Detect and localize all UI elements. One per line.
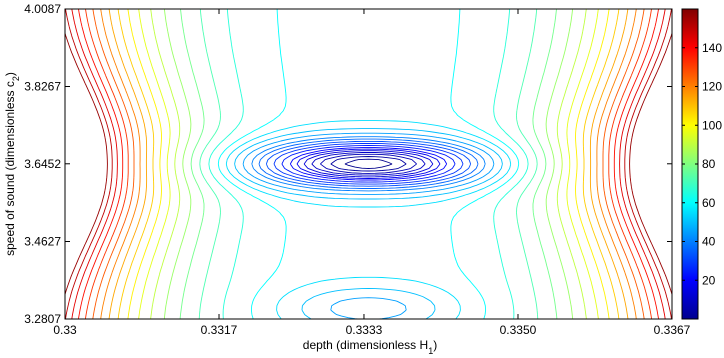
contour-level-11 xyxy=(258,138,479,189)
y-tick-label: 3.8267 xyxy=(24,80,61,94)
contour-level-5 xyxy=(303,150,434,178)
x-tick-label: 0.33 xyxy=(53,323,77,337)
y-tick-label: 3.2807 xyxy=(24,312,61,326)
contour-level-20 xyxy=(163,8,574,320)
x-tick-label: 0.3350 xyxy=(500,323,537,337)
colorbar-tick-label: 100 xyxy=(702,118,722,132)
colorbar-tick-label: 40 xyxy=(702,235,716,249)
contour-level-22 xyxy=(138,8,599,320)
x-tick-label: 0.3333 xyxy=(346,323,383,337)
plot-background xyxy=(65,9,672,319)
x-tick-label: 0.3367 xyxy=(654,323,691,337)
contour-level-10 xyxy=(265,140,472,187)
contour-level-3 xyxy=(320,153,417,174)
contour-level-9 xyxy=(273,143,464,185)
x-axis-label: depth (dimensionless H1) xyxy=(303,338,437,356)
contour-level-6 xyxy=(296,148,441,179)
colorbar-axis: 20 40 60 80 100 120 140 xyxy=(682,41,722,287)
contour-level-7 xyxy=(289,147,448,181)
contour-level-30 xyxy=(71,8,666,320)
x-axis: 0.33 0.3317 0.3333 0.3350 0.3367 xyxy=(53,9,691,337)
contour-level-13 xyxy=(242,132,495,320)
colorbar-tick-label: 140 xyxy=(702,41,722,55)
contour-level-25 xyxy=(108,8,629,320)
contour-level-8 xyxy=(281,145,456,183)
x-axis-label-sub: 1 xyxy=(428,346,433,356)
contour-level-1 xyxy=(344,158,393,169)
y-tick-label: 3.6452 xyxy=(24,157,61,171)
y-tick-label: 4.0087 xyxy=(24,2,61,16)
contour-level-19 xyxy=(179,8,558,320)
contour-level-23 xyxy=(127,8,610,320)
contour-level-31 xyxy=(65,8,672,320)
y-axis-label-sub: 2 xyxy=(11,76,21,81)
contour-level-28 xyxy=(84,8,653,320)
contour-level-12 xyxy=(251,136,486,192)
contour-level-18 xyxy=(198,8,539,320)
contour-level-21 xyxy=(150,8,587,320)
y-tick-label: 3.4627 xyxy=(24,235,61,249)
contour-level-15 xyxy=(225,120,512,320)
x-tick-label: 0.3317 xyxy=(201,323,238,337)
y-axis: 3.2807 3.4627 3.6452 3.8267 4.0087 xyxy=(24,2,672,326)
contour-lines xyxy=(64,8,673,320)
contour-level-2 xyxy=(330,156,407,172)
contour-level-27 xyxy=(92,8,645,320)
colorbar-tick-label: 20 xyxy=(702,273,716,287)
y-axis-label: speed of sound (dimensionless c2) xyxy=(3,72,21,256)
colorbar-tick-label: 120 xyxy=(702,80,722,94)
contour-level-4 xyxy=(311,152,426,176)
contour-level-17 xyxy=(208,8,529,320)
contour-level-16 xyxy=(217,8,520,320)
colorbar-tick-label: 60 xyxy=(702,196,716,210)
contour-level-14 xyxy=(234,128,503,320)
colorbar-tick-label: 80 xyxy=(702,157,716,171)
contour-level-26 xyxy=(100,8,637,320)
contour-level-24 xyxy=(117,8,620,320)
